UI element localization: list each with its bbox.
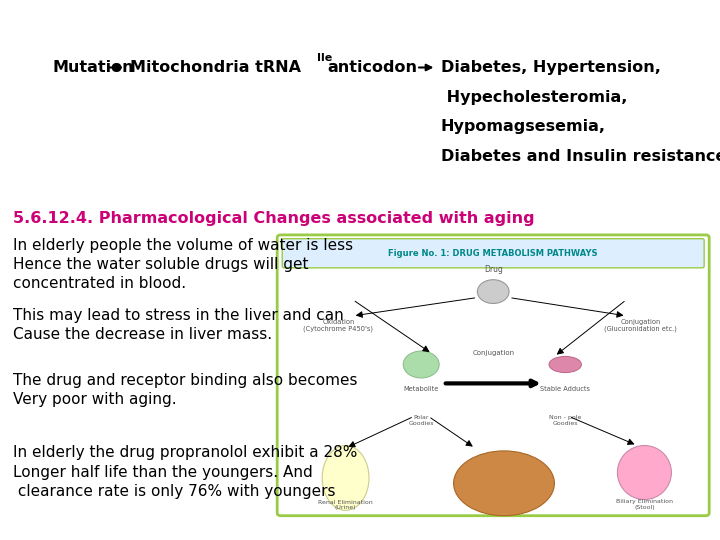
Text: Oxidation
(Cytochrome P450's): Oxidation (Cytochrome P450's) <box>303 319 374 332</box>
Text: Renal Elimination
(Urine): Renal Elimination (Urine) <box>318 500 373 510</box>
Text: The drug and receptor binding also becomes
Very poor with aging.: The drug and receptor binding also becom… <box>13 373 357 407</box>
Ellipse shape <box>454 451 554 516</box>
Circle shape <box>477 280 509 303</box>
Text: Figure No. 1: DRUG METABOLISM PATHWAYS: Figure No. 1: DRUG METABOLISM PATHWAYS <box>389 249 598 258</box>
Text: Polar
Goodies: Polar Goodies <box>408 415 434 426</box>
Ellipse shape <box>323 446 369 510</box>
Text: In elderly people the volume of water is less
Hence the water soluble drugs will: In elderly people the volume of water is… <box>13 238 353 291</box>
Text: Conjugation
(Glucuronidation etc.): Conjugation (Glucuronidation etc.) <box>604 319 678 332</box>
Text: In elderly the drug propranolol exhibit a 28%
Longer half life than the youngers: In elderly the drug propranolol exhibit … <box>13 446 357 499</box>
Text: Hypecholesteromia,: Hypecholesteromia, <box>441 90 627 105</box>
Text: Hypomagsesemia,: Hypomagsesemia, <box>441 119 606 134</box>
Text: Conjugation: Conjugation <box>472 350 514 356</box>
Text: Diabetes, Hypertension,: Diabetes, Hypertension, <box>441 60 660 75</box>
Text: Ile: Ile <box>317 53 332 63</box>
Ellipse shape <box>618 446 671 500</box>
Text: Biliary Elimination
(Stool): Biliary Elimination (Stool) <box>616 500 673 510</box>
Text: Diabetes and Insulin resistance: Diabetes and Insulin resistance <box>441 149 720 164</box>
Text: 5.6.12.4. Pharmacological Changes associated with aging: 5.6.12.4. Pharmacological Changes associ… <box>13 211 534 226</box>
Text: Mutation: Mutation <box>53 60 134 75</box>
Ellipse shape <box>549 356 582 373</box>
Text: anticodon: anticodon <box>328 60 418 75</box>
Text: Non - pole
Goodies: Non - pole Goodies <box>549 415 581 426</box>
Text: This may lead to stress in the liver and can
Cause the decrease in liver mass.: This may lead to stress in the liver and… <box>13 308 343 342</box>
Text: Mitochondria tRNA: Mitochondria tRNA <box>130 60 301 75</box>
FancyBboxPatch shape <box>282 239 704 268</box>
Text: Drug: Drug <box>484 265 503 274</box>
Text: Metabolite: Metabolite <box>403 386 439 392</box>
FancyBboxPatch shape <box>277 235 709 516</box>
Circle shape <box>403 351 439 378</box>
Text: Stable Adducts: Stable Adducts <box>540 386 590 392</box>
